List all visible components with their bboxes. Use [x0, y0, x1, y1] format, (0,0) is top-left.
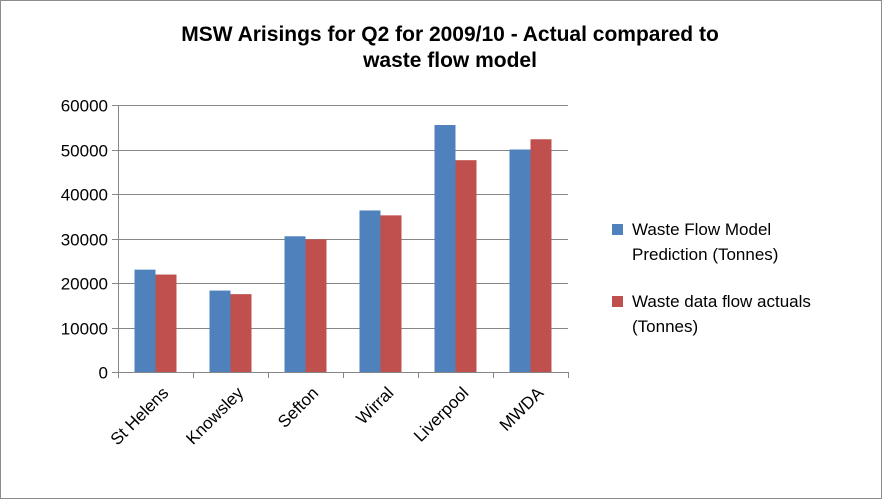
- bar-series-2: [230, 294, 252, 372]
- x-axis-ticks: St Helens Knowsley Sefton Wirral Liverpool MW…: [107, 372, 569, 449]
- axes: [118, 105, 568, 373]
- bar-series-2: [305, 239, 327, 372]
- y-tick-label: 30000: [61, 231, 108, 250]
- x-tick-label: MWDA: [496, 383, 548, 435]
- chart-title-line-1: MSW Arisings for Q2 for 2009/10 - Actual…: [181, 23, 719, 46]
- legend-label-series-2: Waste data flow actuals: [632, 292, 811, 311]
- bar-series-1: [434, 125, 456, 373]
- bar-series-1: [209, 290, 231, 372]
- bar-series-2: [530, 139, 552, 372]
- y-tick-label: 0: [99, 364, 108, 383]
- y-tick-label: 60000: [61, 97, 108, 116]
- legend-label-series-1: Prediction (Tonnes): [632, 245, 778, 264]
- y-tick-label: 10000: [61, 320, 108, 339]
- bars: [134, 125, 552, 373]
- gridlines: [118, 105, 568, 329]
- bar-series-1: [284, 236, 306, 372]
- y-tick-label: 50000: [61, 142, 108, 161]
- legend: Waste Flow Model Prediction (Tonnes) Waste…: [612, 220, 811, 336]
- y-tick-label: 40000: [61, 186, 108, 205]
- x-tick-label: Liverpool: [410, 383, 472, 445]
- bar-series-2: [380, 215, 402, 372]
- legend-label-series-2: (Tonnes): [632, 317, 698, 336]
- chart-title: MSW Arisings for Q2 for 2009/10 - Actual…: [181, 23, 719, 72]
- bar-series-2: [155, 274, 177, 372]
- bar-series-2: [455, 160, 477, 372]
- legend-swatch-series-1: [612, 224, 623, 235]
- x-tick-label: Wirral: [353, 383, 398, 428]
- y-axis-ticks: 0 10000 20000 30000 40000 50000 60000: [61, 97, 118, 383]
- legend-label-series-1: Waste Flow Model: [632, 220, 771, 239]
- chart-title-line-2: waste flow model: [362, 49, 537, 72]
- x-tick-label: Sefton: [274, 383, 322, 431]
- x-tick-label: Knowsley: [182, 383, 247, 448]
- legend-swatch-series-2: [612, 296, 623, 307]
- x-tick-label: St Helens: [107, 383, 173, 449]
- y-tick-label: 20000: [61, 275, 108, 294]
- bar-series-1: [359, 210, 381, 372]
- bar-series-1: [134, 269, 156, 372]
- bar-series-1: [509, 149, 531, 372]
